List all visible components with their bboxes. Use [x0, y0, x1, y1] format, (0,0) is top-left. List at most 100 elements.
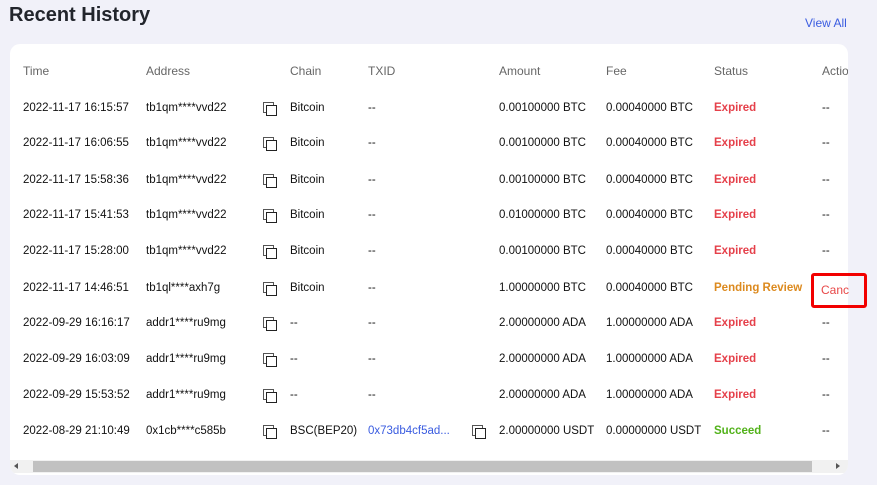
- address-cell: tb1qm****vvd22: [146, 102, 227, 114]
- time-cell: 2022-09-29 15:53:52: [23, 389, 130, 401]
- table-row: 2022-11-17 15:28:00 tb1qm****vvd22 Bitco…: [10, 241, 848, 261]
- action-cell: --: [822, 102, 830, 114]
- chain-cell: Bitcoin: [290, 174, 325, 186]
- copy-address-icon[interactable]: [263, 389, 277, 403]
- copy-txid-icon[interactable]: [472, 425, 486, 439]
- address-cell: addr1****ru9mg: [146, 353, 226, 365]
- action-cell: --: [822, 317, 830, 329]
- status-badge: Expired: [714, 317, 757, 329]
- status-badge: Expired: [714, 137, 757, 149]
- table-row: 2022-09-29 16:03:09 addr1****ru9mg -- --…: [10, 349, 848, 369]
- cancel-button[interactable]: Canc: [811, 273, 867, 308]
- amount-cell: 0.01000000 BTC: [499, 209, 586, 221]
- time-cell: 2022-09-29 16:16:17: [23, 317, 130, 329]
- header-amount: Amount: [499, 64, 541, 78]
- chain-cell: Bitcoin: [290, 102, 325, 114]
- time-cell: 2022-08-29 21:10:49: [23, 425, 130, 437]
- header-fee: Fee: [606, 64, 627, 78]
- copy-address-icon[interactable]: [263, 317, 277, 331]
- txid-cell: --: [368, 245, 376, 257]
- fee-cell: 1.00000000 ADA: [606, 389, 693, 401]
- time-cell: 2022-09-29 16:03:09: [23, 353, 130, 365]
- scroll-right-arrow-icon[interactable]: [836, 463, 840, 469]
- header-chain: Chain: [290, 64, 322, 78]
- status-badge: Expired: [714, 174, 757, 186]
- chain-cell: --: [290, 389, 298, 401]
- chain-cell: --: [290, 317, 298, 329]
- txid-cell: --: [368, 137, 376, 149]
- amount-cell: 0.00100000 BTC: [499, 245, 586, 257]
- copy-address-icon[interactable]: [263, 102, 277, 116]
- txid-cell: --: [368, 209, 376, 221]
- table-row: 2022-11-17 15:41:53 tb1qm****vvd22 Bitco…: [10, 205, 848, 225]
- time-cell: 2022-11-17 14:46:51: [23, 282, 129, 294]
- scroll-left-arrow-icon[interactable]: [14, 463, 18, 469]
- status-badge: Expired: [714, 353, 757, 365]
- scrollbar-thumb[interactable]: [33, 461, 812, 472]
- history-table-card: Time Address Chain TXID Amount Fee Statu…: [10, 44, 848, 475]
- horizontal-scrollbar[interactable]: [10, 460, 848, 473]
- address-cell: tb1qm****vvd22: [146, 174, 227, 186]
- action-cell: --: [822, 353, 830, 365]
- amount-cell: 0.00100000 BTC: [499, 174, 586, 186]
- address-cell: tb1qm****vvd22: [146, 137, 227, 149]
- time-cell: 2022-11-17 15:58:36: [23, 174, 129, 186]
- address-cell: 0x1cb****c585b: [146, 425, 226, 437]
- address-cell: tb1qm****vvd22: [146, 245, 227, 257]
- time-cell: 2022-11-17 16:06:55: [23, 137, 129, 149]
- view-all-link[interactable]: View All: [805, 16, 847, 30]
- table-row: 2022-09-29 16:16:17 addr1****ru9mg -- --…: [10, 313, 848, 333]
- fee-cell: 0.00040000 BTC: [606, 245, 693, 257]
- header-status: Status: [714, 64, 749, 78]
- copy-address-icon[interactable]: [263, 174, 277, 188]
- table-row: 2022-11-17 15:58:36 tb1qm****vvd22 Bitco…: [10, 170, 848, 190]
- action-cell: --: [822, 137, 830, 149]
- action-cell: --: [822, 174, 830, 186]
- amount-cell: 0.00100000 BTC: [499, 102, 586, 114]
- header-txid: TXID: [368, 64, 396, 78]
- table-row: 2022-11-17 16:06:55 tb1qm****vvd22 Bitco…: [10, 133, 848, 153]
- copy-address-icon[interactable]: [263, 282, 277, 296]
- chain-cell: Bitcoin: [290, 245, 325, 257]
- amount-cell: 0.00100000 BTC: [499, 137, 586, 149]
- fee-cell: 0.00040000 BTC: [606, 137, 693, 149]
- fee-cell: 1.00000000 ADA: [606, 353, 693, 365]
- fee-cell: 0.00000000 USDT: [606, 425, 702, 437]
- copy-address-icon[interactable]: [263, 425, 277, 439]
- address-cell: tb1ql****axh7g: [146, 282, 221, 294]
- action-cell: --: [822, 389, 830, 401]
- action-cell: --: [822, 245, 830, 257]
- table-row: 2022-11-17 14:46:51 tb1ql****axh7g Bitco…: [10, 278, 848, 298]
- chain-cell: BSC(BEP20): [290, 425, 358, 437]
- chain-cell: --: [290, 353, 298, 365]
- fee-cell: 0.00040000 BTC: [606, 102, 693, 114]
- header-time: Time: [23, 64, 50, 78]
- time-cell: 2022-11-17 15:41:53: [23, 209, 129, 221]
- status-badge: Expired: [714, 245, 757, 257]
- status-badge: Pending Review: [714, 282, 803, 294]
- table-header: Time Address Chain TXID Amount Fee Statu…: [10, 61, 848, 81]
- time-cell: 2022-11-17 15:28:00: [23, 245, 129, 257]
- fee-cell: 0.00040000 BTC: [606, 209, 693, 221]
- header-action: Actio: [822, 64, 848, 78]
- address-cell: tb1qm****vvd22: [146, 209, 227, 221]
- txid-cell: --: [368, 389, 376, 401]
- time-cell: 2022-11-17 16:15:57: [23, 102, 129, 114]
- fee-cell: 1.00000000 ADA: [606, 317, 693, 329]
- txid-cell: --: [368, 174, 376, 186]
- txid-cell: --: [368, 317, 376, 329]
- txid-cell: --: [368, 102, 376, 114]
- address-cell: addr1****ru9mg: [146, 389, 226, 401]
- copy-address-icon[interactable]: [263, 245, 277, 259]
- table-row: 2022-09-29 15:53:52 addr1****ru9mg -- --…: [10, 385, 848, 405]
- txid-cell: --: [368, 353, 376, 365]
- copy-address-icon[interactable]: [263, 353, 277, 367]
- copy-address-icon[interactable]: [263, 209, 277, 223]
- amount-cell: 2.00000000 ADA: [499, 317, 586, 329]
- copy-address-icon[interactable]: [263, 137, 277, 151]
- status-badge: Expired: [714, 102, 757, 114]
- txid-cell[interactable]: 0x73db4cf5ad...: [368, 425, 450, 437]
- status-badge: Succeed: [714, 425, 762, 437]
- amount-cell: 2.00000000 ADA: [499, 389, 586, 401]
- txid-cell: --: [368, 282, 376, 294]
